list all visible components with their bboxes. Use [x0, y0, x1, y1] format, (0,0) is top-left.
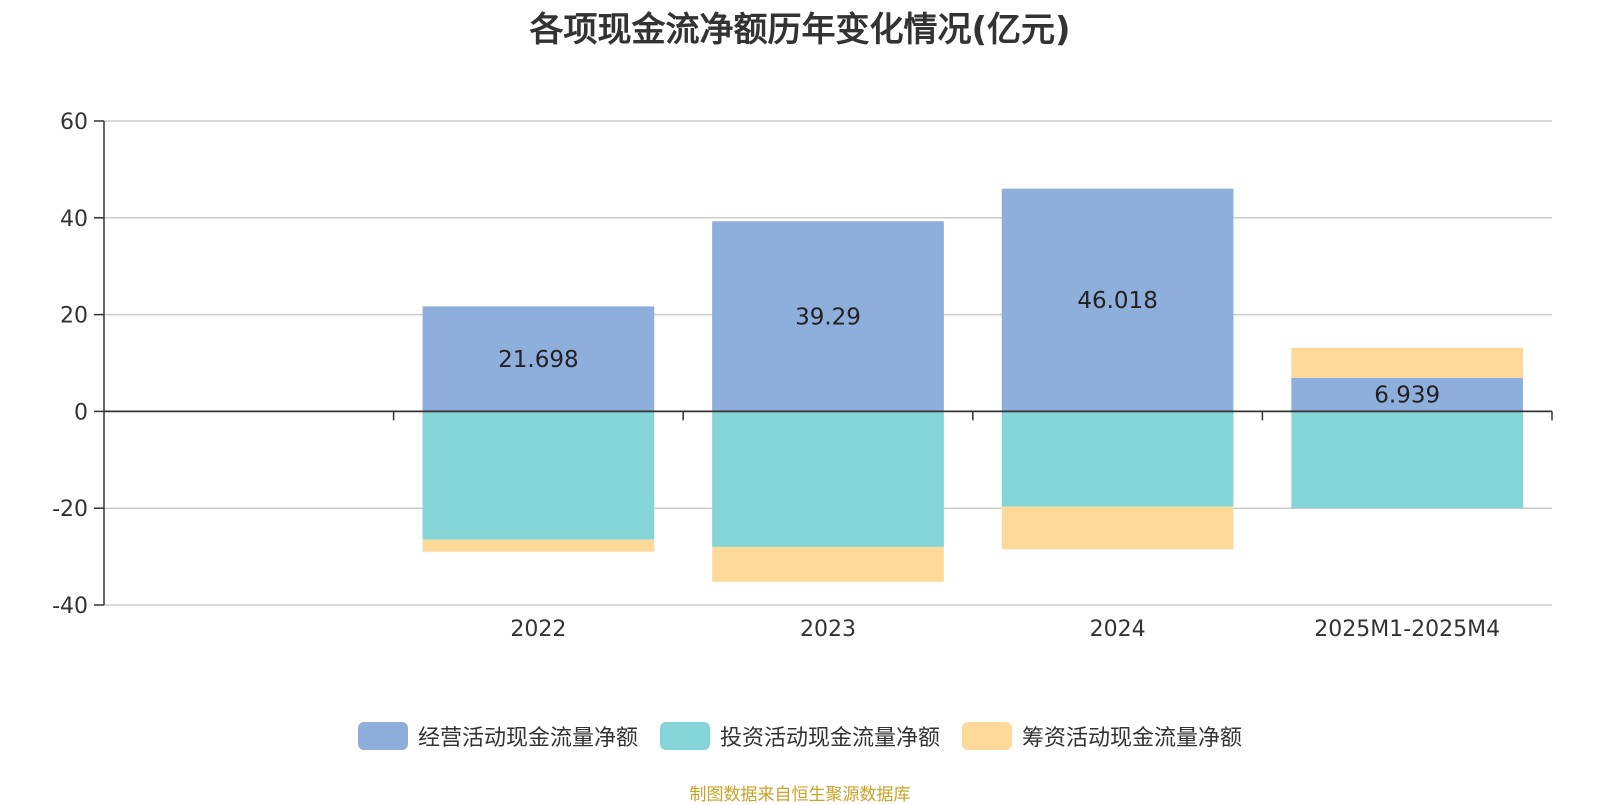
bar-segment [422, 539, 655, 552]
bar-segment [712, 221, 944, 412]
legend-swatch [357, 722, 408, 750]
data-label: 6.939 [1374, 383, 1440, 409]
source-note: 制图数据来自恒生聚源数据库 [689, 785, 911, 805]
bar-segment [422, 411, 655, 540]
bar-segment [1291, 377, 1524, 412]
legend: 经营活动现金流量净额 投资活动现金流量净额 筹资活动现金流量净额 [0, 720, 1600, 752]
legend-item[interactable]: 筹资活动现金流量净额 [962, 720, 1242, 752]
y-tick-label: 60 [60, 110, 88, 135]
x-tick-label: 2022 [510, 617, 566, 642]
y-tick-label: 20 [60, 304, 88, 329]
bar-segment [1001, 506, 1234, 550]
legend-swatch [659, 722, 710, 750]
legend-swatch [962, 722, 1012, 750]
x-tick-label: 2024 [1090, 617, 1146, 642]
data-label: 46.018 [1077, 288, 1157, 314]
data-label: 39.29 [795, 304, 861, 330]
y-tick-label: -40 [52, 594, 88, 619]
bar-segment [1001, 188, 1234, 412]
bar-segment [1291, 347, 1524, 378]
chart-title: 各项现金流净额历年变化情况(亿元) [529, 10, 1071, 50]
data-label: 21.698 [498, 347, 578, 373]
legend-label: 投资活动现金流量净额 [719, 726, 940, 751]
legend-item[interactable]: 投资活动现金流量净额 [659, 720, 940, 752]
bar-segment [712, 546, 944, 582]
bar-segment [1001, 411, 1234, 507]
x-tick-label: 2023 [800, 617, 856, 642]
legend-label: 经营活动现金流量净额 [417, 726, 638, 751]
legend-label: 筹资活动现金流量净额 [1022, 726, 1243, 751]
y-tick-label: 0 [74, 400, 88, 425]
bar-segment [712, 411, 944, 547]
legend-item[interactable]: 经营活动现金流量净额 [357, 720, 638, 752]
x-tick-label: 2025M1-2025M4 [1314, 617, 1500, 642]
bar-segment [422, 306, 655, 412]
bar-segment [1291, 411, 1524, 509]
y-tick-label: 40 [60, 207, 88, 232]
y-tick-label: -20 [52, 497, 88, 522]
